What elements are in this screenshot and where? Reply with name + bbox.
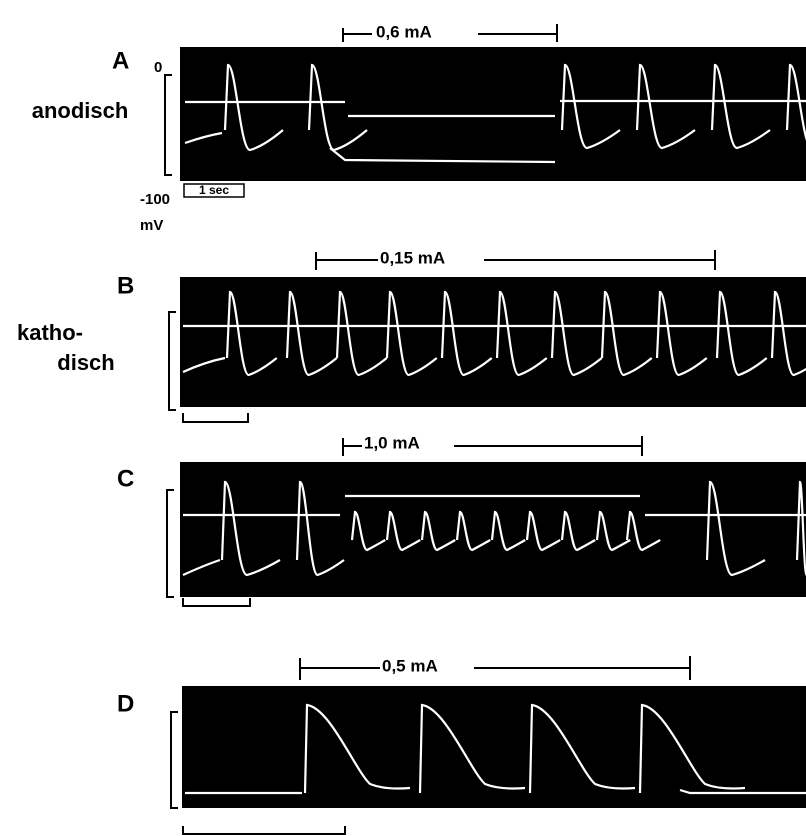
side-label: katho- [17,320,83,345]
time-label: 1 sec [199,183,229,197]
side-label: anodisch [32,98,129,123]
unit-label: mV [140,217,163,234]
scale-bracket [169,312,176,410]
panel-label: A [112,47,129,74]
bottom-label: -100 [140,191,170,208]
stimulus-label: 0,15 mA [380,248,445,267]
scale-bracket [165,75,172,175]
trace-panel [180,277,806,407]
trace-panel [182,686,806,808]
side-label: disch [57,350,114,375]
panel-label: D [117,690,134,717]
stimulus-bracket [300,656,690,680]
time-bar [183,413,248,422]
scale-bracket [167,490,174,597]
panel-label: B [117,272,134,299]
time-bar [183,598,250,606]
stimulus-label: 0,5 mA [382,656,438,675]
stimulus-label: 1,0 mA [364,433,420,452]
figure: A 0 anodisch -100 mV 1 sec 0,6 mA B kath… [0,0,806,836]
panel-label: C [117,465,134,492]
scale-bracket [171,712,178,808]
stimulus-bracket [316,250,715,270]
stimulus-label: 0,6 mA [376,22,432,41]
time-bar [183,826,345,834]
zero-label: 0 [154,59,162,76]
